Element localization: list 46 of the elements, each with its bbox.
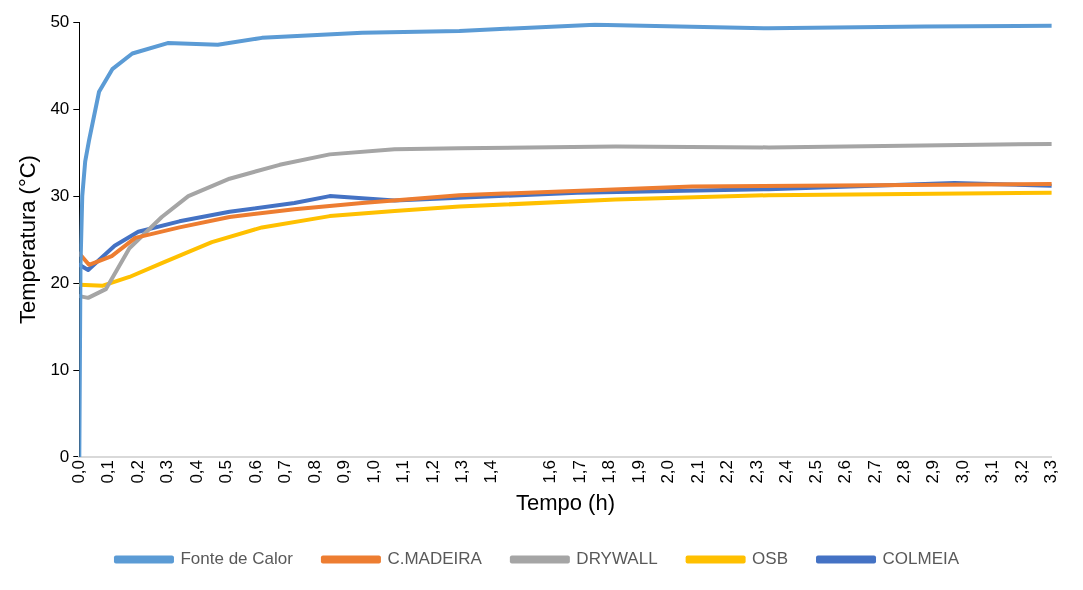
x-tick-label: 2,6	[835, 459, 855, 484]
x-tick-label: 2,8	[893, 459, 913, 484]
legend-label: DRYWALL	[576, 549, 658, 569]
legend-label: OSB	[752, 549, 789, 569]
x-tick-label: 1,8	[599, 459, 619, 484]
x-tick-label: 0,9	[334, 459, 354, 484]
x-tick-label: 3,1	[982, 459, 1002, 484]
y-tick-label: 0	[59, 446, 70, 466]
x-tick-label: 0,2	[127, 459, 147, 484]
x-tick-label: 1,6	[540, 459, 560, 484]
x-tick-label: 0,5	[216, 459, 236, 484]
legend-label: COLMEIA	[882, 549, 960, 569]
y-tick-label: 30	[50, 185, 70, 205]
x-tick-label: 2,3	[746, 459, 766, 484]
y-tick-label: 10	[50, 359, 70, 379]
x-tick-label: 3,0	[952, 459, 972, 484]
x-tick-label: 3,2	[1011, 459, 1031, 484]
x-tick-label: 0,4	[186, 459, 206, 484]
x-tick-label: 1,9	[628, 459, 648, 484]
x-tick-label: 2,5	[805, 459, 825, 484]
x-tick-label: 1,3	[452, 459, 472, 484]
x-axis-title: Tempo (h)	[515, 489, 615, 515]
x-tick-label: 0,0	[69, 459, 88, 484]
x-tick-label: 2,4	[776, 459, 796, 484]
x-tick-label: 1,2	[422, 459, 442, 484]
x-tick-label: 0,7	[275, 459, 295, 484]
x-tick-label: 3,3	[1041, 459, 1061, 484]
x-tick-label: 1,0	[363, 459, 383, 484]
x-tick-label: 2,1	[687, 459, 707, 484]
x-tick-label: 1,4	[481, 459, 501, 484]
x-tick-label: 2,2	[717, 459, 737, 484]
x-tick-label: 2,7	[864, 459, 884, 484]
y-tick-label: 20	[50, 272, 70, 292]
x-tick-label: 0,6	[245, 459, 265, 484]
legend-label: Fonte de Calor	[180, 549, 294, 569]
y-tick-label: 40	[50, 98, 70, 118]
x-tick-label: 2,9	[923, 459, 943, 484]
x-tick-label: 0,8	[304, 459, 324, 484]
legend-label: C.MADEIRA	[387, 549, 483, 569]
y-axis-title: Temperatura (°C)	[15, 155, 41, 325]
x-tick-label: 1,7	[569, 459, 589, 484]
x-tick-label: 0,3	[157, 459, 177, 484]
y-tick-label: 50	[50, 11, 70, 31]
x-tick-label: 0,1	[98, 459, 118, 484]
x-tick-label: 1,1	[393, 459, 413, 484]
x-tick-label: 2,0	[658, 459, 678, 484]
